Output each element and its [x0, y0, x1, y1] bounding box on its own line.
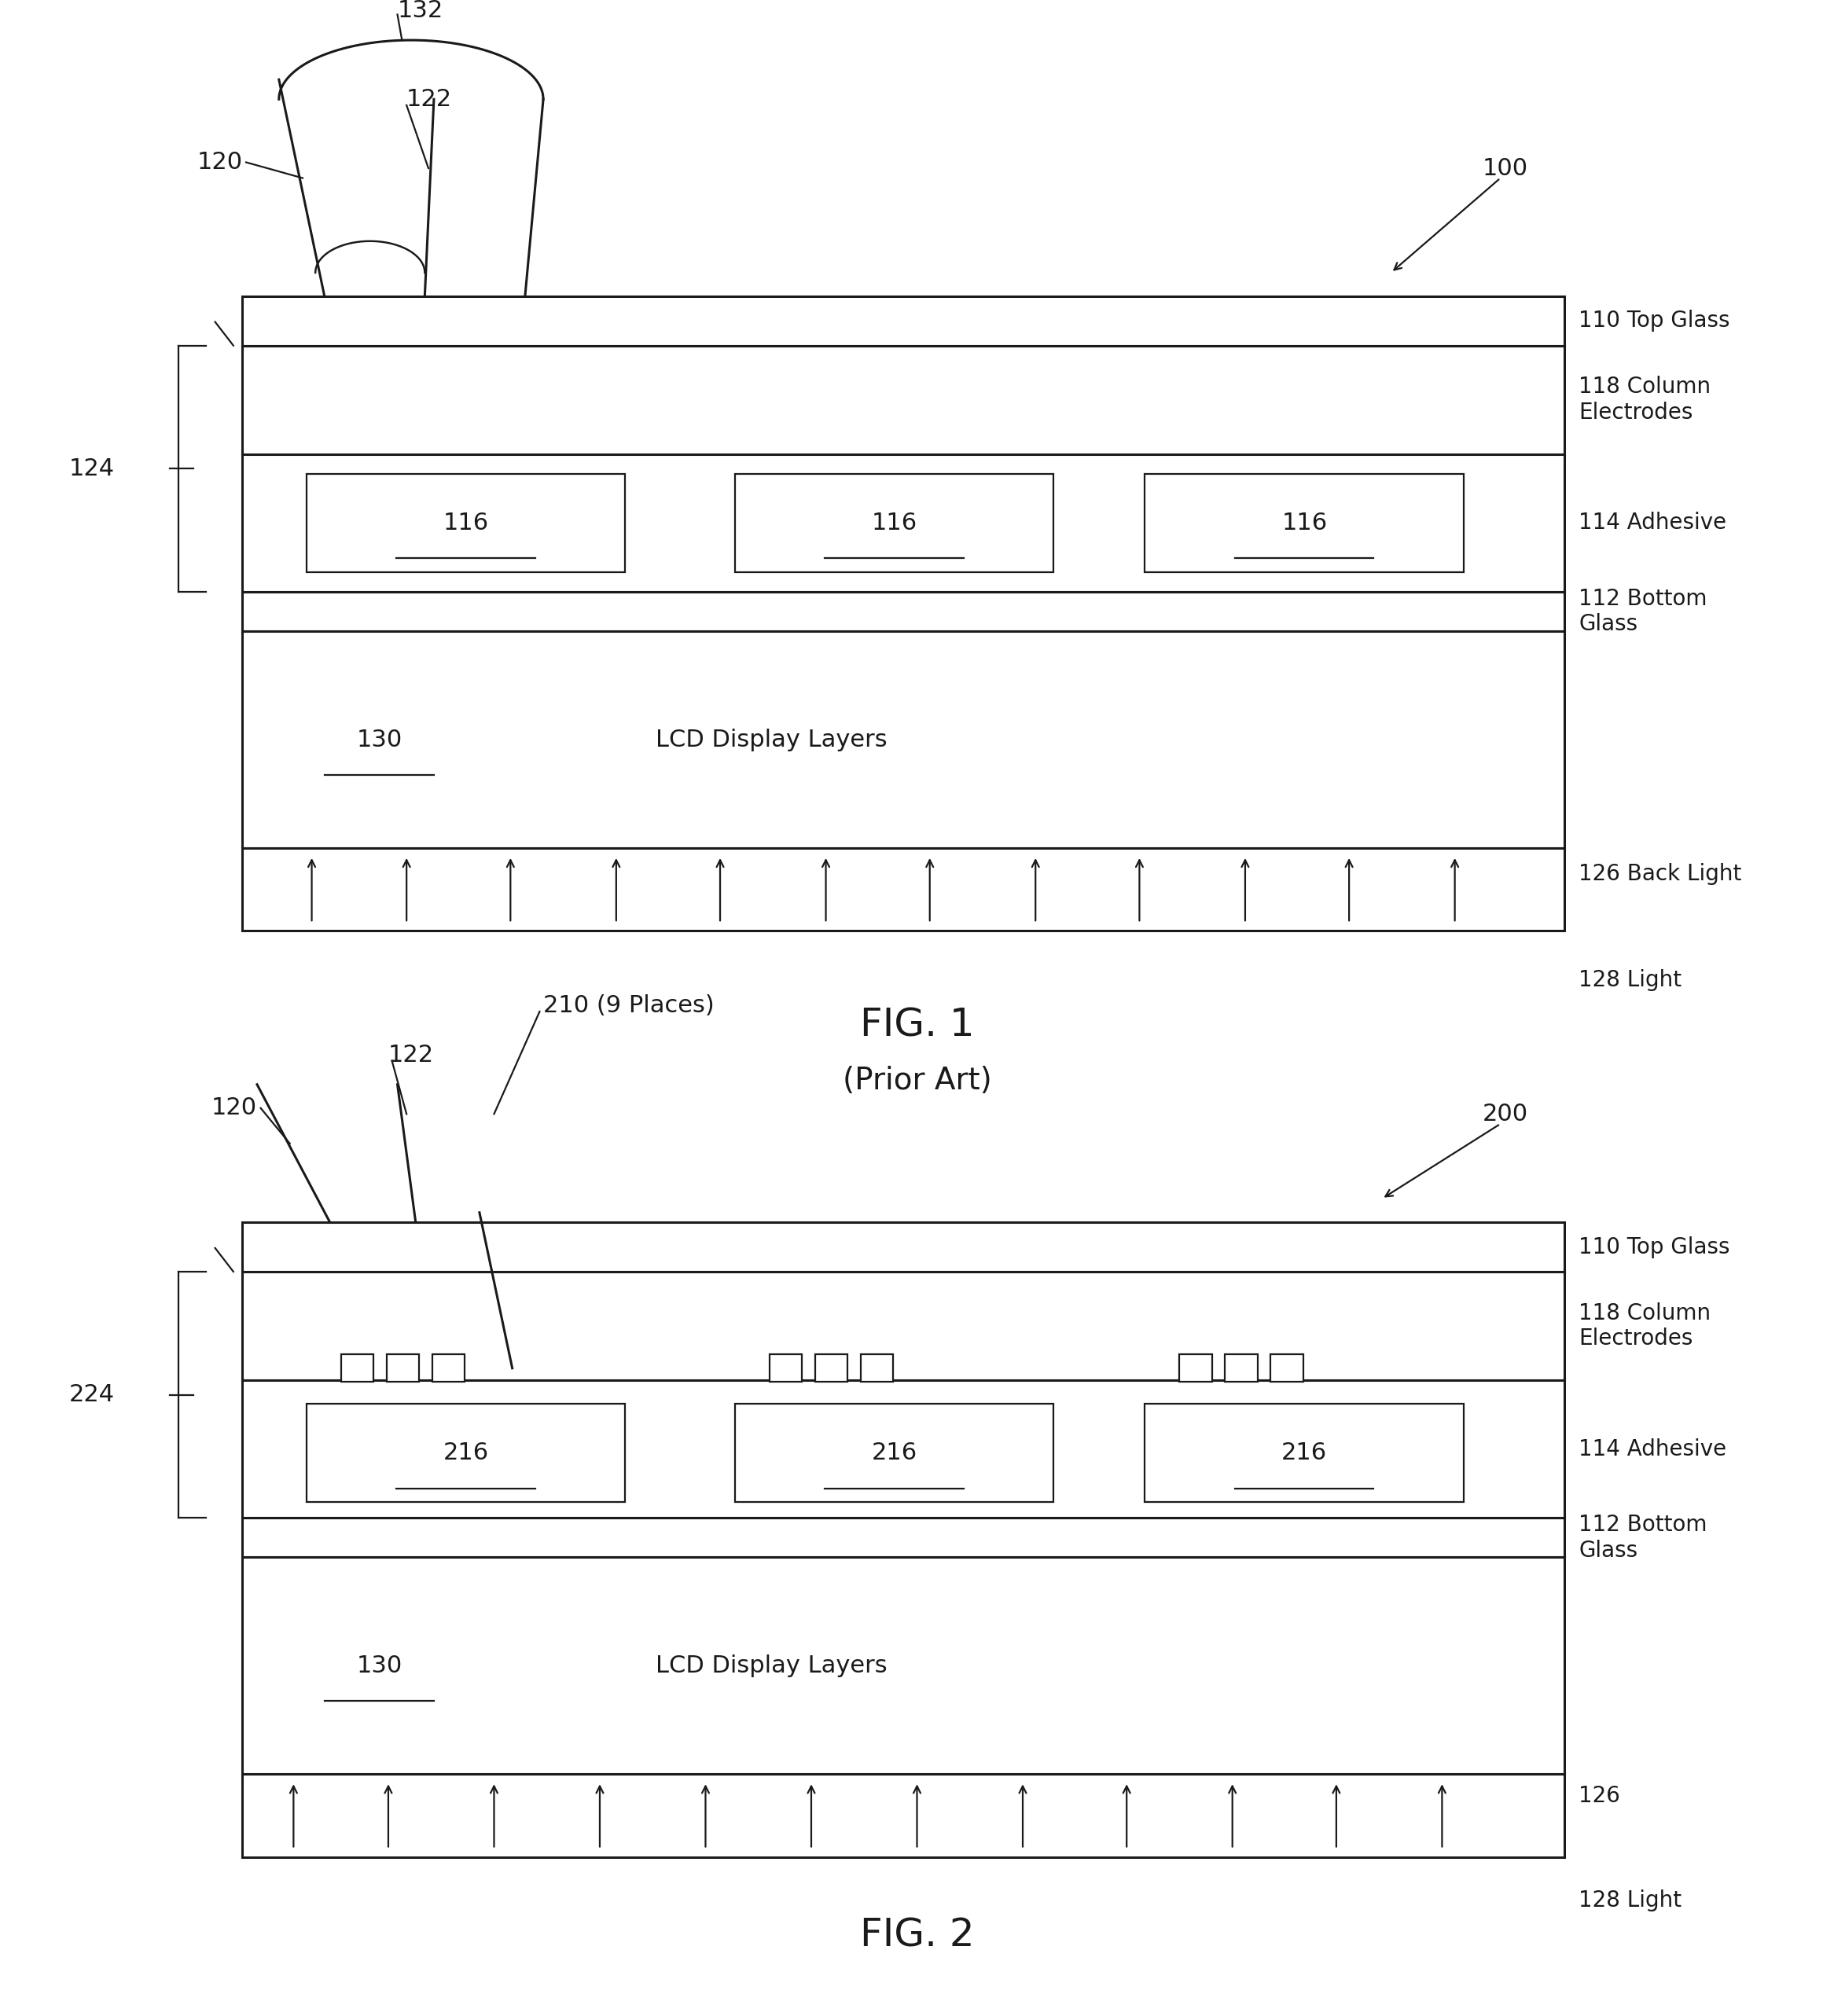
- Bar: [242, 345, 1564, 454]
- Text: 200: 200: [1482, 1103, 1528, 1125]
- Bar: [735, 1403, 1055, 1502]
- Bar: [242, 1556, 1564, 1774]
- Text: 116: 116: [1282, 512, 1328, 534]
- Text: FIG. 2: FIG. 2: [860, 1917, 974, 1956]
- Bar: [242, 1222, 1564, 1272]
- Bar: [341, 1355, 374, 1383]
- Text: 128 Light: 128 Light: [1579, 1889, 1682, 1911]
- Text: 132: 132: [398, 0, 444, 22]
- Text: 210 (9 Places): 210 (9 Places): [543, 994, 715, 1016]
- Text: 116: 116: [871, 512, 917, 534]
- Text: 130: 130: [356, 1655, 402, 1677]
- Text: 120: 120: [211, 1097, 257, 1119]
- Text: 116: 116: [444, 512, 488, 534]
- Text: 110 Top Glass: 110 Top Glass: [1579, 310, 1729, 333]
- Text: 124: 124: [70, 458, 116, 480]
- Bar: [1271, 1355, 1304, 1383]
- Bar: [242, 454, 1564, 593]
- Text: 120: 120: [196, 151, 242, 173]
- Text: 216: 216: [444, 1441, 488, 1464]
- Text: 114 Adhesive: 114 Adhesive: [1579, 1437, 1726, 1460]
- Text: 122: 122: [407, 89, 453, 111]
- Text: 216: 216: [1282, 1441, 1328, 1464]
- Bar: [1225, 1355, 1258, 1383]
- Bar: [306, 474, 625, 573]
- Text: 216: 216: [871, 1441, 917, 1464]
- Bar: [242, 631, 1564, 849]
- Text: 100: 100: [1482, 157, 1528, 179]
- Text: 110 Top Glass: 110 Top Glass: [1579, 1236, 1729, 1258]
- Bar: [242, 1518, 1564, 1556]
- Text: 224: 224: [70, 1383, 116, 1407]
- Text: FIG. 1: FIG. 1: [860, 1006, 974, 1044]
- Bar: [242, 849, 1564, 931]
- Bar: [242, 1381, 1564, 1518]
- Text: 126 Back Light: 126 Back Light: [1579, 863, 1742, 885]
- Bar: [242, 1272, 1564, 1381]
- Text: (Prior Art): (Prior Art): [842, 1066, 992, 1095]
- Bar: [860, 1355, 893, 1383]
- Text: 130: 130: [356, 728, 402, 752]
- Bar: [735, 474, 1055, 573]
- Text: 126: 126: [1579, 1784, 1621, 1806]
- Text: 112 Bottom
Glass: 112 Bottom Glass: [1579, 1514, 1707, 1560]
- Bar: [242, 1774, 1564, 1857]
- Bar: [306, 1403, 625, 1502]
- Text: 118 Column
Electrodes: 118 Column Electrodes: [1579, 1302, 1711, 1349]
- Text: 112 Bottom
Glass: 112 Bottom Glass: [1579, 589, 1707, 635]
- Bar: [242, 593, 1564, 631]
- Bar: [768, 1355, 801, 1383]
- Bar: [242, 296, 1564, 345]
- Bar: [1144, 1403, 1464, 1502]
- Text: 128 Light: 128 Light: [1579, 970, 1682, 992]
- Text: 122: 122: [389, 1044, 435, 1066]
- Bar: [1179, 1355, 1212, 1383]
- Bar: [814, 1355, 847, 1383]
- Text: LCD Display Layers: LCD Display Layers: [655, 1655, 888, 1677]
- Bar: [387, 1355, 420, 1383]
- Bar: [1144, 474, 1464, 573]
- Text: LCD Display Layers: LCD Display Layers: [655, 728, 888, 752]
- Text: 114 Adhesive: 114 Adhesive: [1579, 512, 1726, 534]
- Text: 118 Column
Electrodes: 118 Column Electrodes: [1579, 377, 1711, 423]
- Bar: [433, 1355, 464, 1383]
